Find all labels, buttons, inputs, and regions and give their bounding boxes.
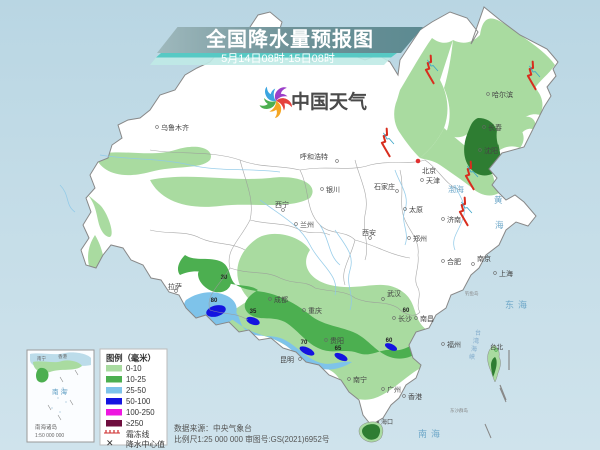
svg-text:福州: 福州: [447, 340, 461, 349]
svg-text:渤海: 渤海: [448, 184, 464, 194]
svg-text:长沙: 长沙: [398, 314, 412, 323]
svg-text:南昌: 南昌: [420, 314, 434, 323]
svg-text:霜冻线: 霜冻线: [126, 429, 150, 439]
svg-text:合肥: 合肥: [447, 257, 461, 266]
svg-text:✕: ✕: [106, 438, 114, 448]
svg-text:中国天气: 中国天气: [291, 90, 367, 113]
svg-text:兰州: 兰州: [300, 220, 314, 229]
svg-text:西宁: 西宁: [275, 200, 289, 209]
svg-text:南京: 南京: [477, 254, 491, 263]
svg-text:呼和浩特: 呼和浩特: [300, 152, 328, 161]
svg-text:65: 65: [335, 346, 342, 352]
svg-text:石家庄: 石家庄: [374, 182, 395, 191]
svg-text:全国降水量预报图: 全国降水量预报图: [205, 27, 374, 51]
svg-text:重庆: 重庆: [308, 306, 322, 315]
svg-text:60: 60: [403, 308, 410, 314]
svg-text:银川: 银川: [326, 185, 340, 194]
svg-text:天津: 天津: [426, 177, 440, 185]
svg-text:太原: 太原: [409, 205, 423, 214]
svg-text:海口: 海口: [381, 418, 393, 426]
svg-text:海: 海: [495, 220, 504, 230]
svg-text:西安: 西安: [362, 228, 376, 237]
svg-text:东海: 东海: [505, 299, 531, 310]
svg-text:昆明: 昆明: [280, 356, 294, 364]
svg-text:海: 海: [471, 345, 477, 353]
svg-text:湾: 湾: [473, 337, 479, 345]
svg-text:南宁: 南宁: [37, 355, 46, 361]
svg-text:武汉: 武汉: [387, 289, 401, 298]
svg-text:数据来源：中央气象台: 数据来源：中央气象台: [174, 423, 252, 433]
svg-text:1:50 000 000: 1:50 000 000: [35, 433, 64, 439]
svg-text:60: 60: [386, 338, 393, 344]
svg-text:50-100: 50-100: [126, 397, 151, 406]
svg-text:广州: 广州: [387, 385, 401, 394]
svg-text:黄: 黄: [494, 195, 503, 205]
svg-text:台北: 台北: [490, 342, 504, 351]
svg-text:济南: 济南: [447, 215, 461, 224]
svg-text:乌鲁木齐: 乌鲁木齐: [161, 123, 189, 132]
svg-text:25-50: 25-50: [126, 386, 147, 395]
svg-text:成都: 成都: [274, 295, 288, 304]
svg-text:南海: 南海: [418, 428, 444, 439]
svg-text:峡: 峡: [469, 353, 475, 361]
svg-text:沈阳: 沈阳: [484, 146, 498, 155]
svg-text:南宁: 南宁: [353, 375, 367, 384]
svg-text:80: 80: [211, 298, 218, 304]
svg-text:图例（毫米）: 图例（毫米）: [106, 353, 156, 363]
svg-text:香港: 香港: [58, 353, 67, 360]
svg-text:70: 70: [301, 340, 308, 346]
svg-text:哈尔滨: 哈尔滨: [492, 90, 513, 99]
svg-text:北京: 北京: [422, 166, 436, 175]
svg-text:香港: 香港: [408, 392, 422, 401]
svg-text:0-10: 0-10: [126, 364, 142, 373]
svg-text:郑州: 郑州: [413, 235, 427, 243]
svg-text:东沙群岛: 东沙群岛: [450, 407, 468, 414]
svg-text:10-25: 10-25: [126, 375, 147, 384]
svg-text:≥250: ≥250: [126, 419, 144, 428]
svg-text:5月14日08时-15日08时: 5月14日08时-15日08时: [221, 52, 335, 65]
svg-text:钓鱼岛: 钓鱼岛: [465, 290, 479, 297]
svg-text:100-250: 100-250: [126, 408, 155, 417]
svg-text:南海: 南海: [52, 387, 69, 396]
svg-text:比例尺1:25 000 000 审图号:GS(2021): 比例尺1:25 000 000 审图号:GS(2021)6952号: [174, 434, 330, 444]
svg-text:拉萨: 拉萨: [168, 282, 182, 291]
svg-text:上海: 上海: [499, 269, 513, 278]
svg-text:台: 台: [475, 329, 481, 337]
svg-text:南海诸岛: 南海诸岛: [35, 423, 58, 431]
svg-text:长春: 长春: [488, 123, 502, 132]
svg-text:降水中心值: 降水中心值: [126, 439, 165, 449]
svg-text:35: 35: [250, 309, 257, 315]
svg-text:贵阳: 贵阳: [330, 336, 344, 345]
